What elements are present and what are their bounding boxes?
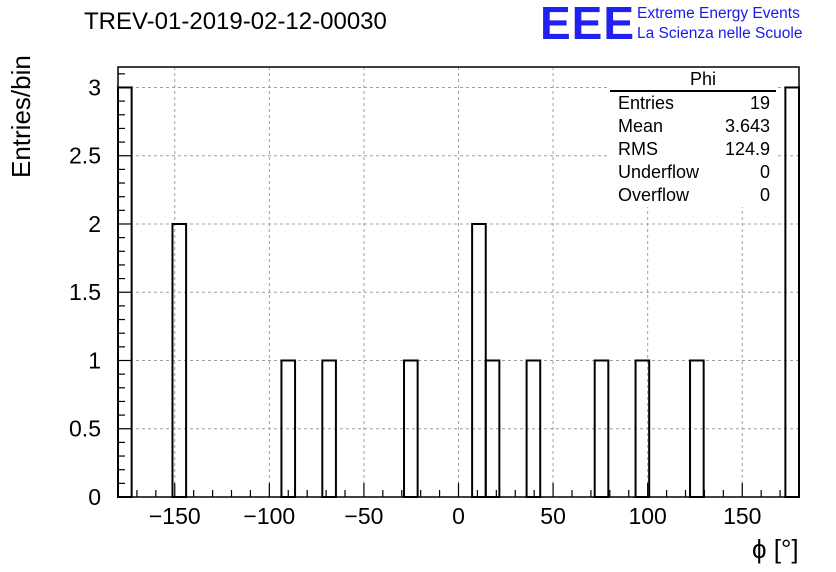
x-tick-label: −150 (149, 503, 201, 529)
y-tick-label: 2 (88, 211, 101, 237)
x-tick-label: 0 (452, 503, 465, 529)
y-axis-label: Entries/bin (6, 55, 36, 178)
y-tick-label: 0.5 (69, 416, 101, 442)
stats-row-overflow: Overflow 0 (610, 184, 776, 207)
stats-label: Overflow (618, 185, 690, 205)
run-title: TREV-01-2019-02-12-00030 (84, 8, 387, 35)
x-axis-label: ϕ [°] (752, 534, 799, 564)
logo-caption-line1: Extreme Energy Events (637, 5, 800, 22)
stats-label: Underflow (618, 162, 700, 182)
x-tick-label: 50 (540, 503, 566, 529)
logo-caption: Extreme Energy Events La Scienza nelle S… (637, 4, 802, 44)
x-tick-label: 150 (723, 503, 761, 529)
y-tick-label: 0 (88, 484, 101, 510)
y-tick-label: 1 (88, 347, 101, 373)
stats-box: Phi Entries 19 Mean 3.643 RMS 124.9 Unde… (610, 68, 776, 207)
x-tick-label: −50 (344, 503, 383, 529)
x-tick-label: 100 (628, 503, 666, 529)
stats-row-rms: RMS 124.9 (610, 138, 776, 161)
stats-value: 19 (749, 93, 770, 113)
tick-labels: −150 −100 −50 0 50 100 150 0 0.5 1 1.5 2 2.5 3 (69, 74, 761, 529)
axis-ticks (118, 73, 781, 498)
stats-label: Entries (618, 93, 675, 113)
stats-row-mean: Mean 3.643 (610, 115, 776, 138)
stats-title: Phi (610, 68, 776, 92)
stats-row-underflow: Underflow 0 (610, 161, 776, 184)
y-tick-label: 1.5 (69, 279, 101, 305)
eee-logo: EEE (540, 0, 636, 49)
y-tick-label: 3 (88, 74, 101, 100)
y-tick-label: 2.5 (69, 143, 101, 169)
stats-value: 124.9 (724, 139, 770, 159)
stats-value: 0 (759, 162, 770, 182)
stats-value: 3.643 (724, 116, 770, 136)
logo-caption-line2: La Scienza nelle Scuole (637, 25, 803, 42)
stats-label: RMS (618, 139, 658, 159)
stats-label: Mean (618, 116, 664, 136)
x-tick-label: −100 (243, 503, 295, 529)
stats-row-entries: Entries 19 (610, 92, 776, 115)
stats-value: 0 (759, 185, 770, 205)
